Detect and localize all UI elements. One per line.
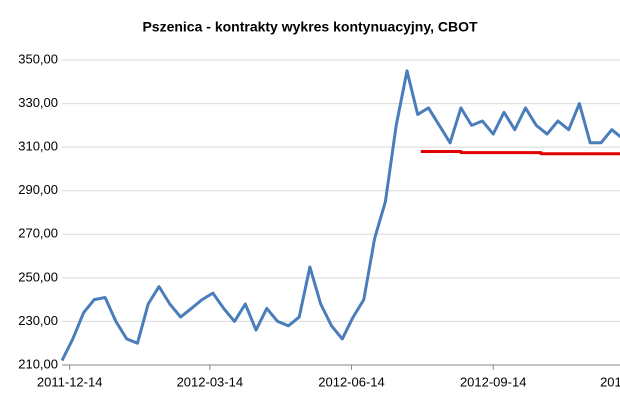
x-tick-label: 2011-12-14 (37, 374, 103, 389)
y-tick-label: 210,00 (18, 356, 58, 371)
y-tick-label: 310,00 (18, 139, 58, 154)
y-tick-label: 290,00 (18, 182, 58, 197)
x-tick-label: 2012-12-14 (600, 374, 620, 389)
x-tick-label: 2012-03-14 (177, 374, 244, 389)
y-tick-label: 230,00 (18, 313, 58, 328)
y-tick-label: 350,00 (18, 51, 58, 66)
x-tick-label: 2012-09-14 (460, 374, 527, 389)
y-tick-label: 270,00 (18, 226, 58, 241)
y-tick-label: 250,00 (18, 269, 58, 284)
chart-title: Pszenica - kontrakty wykres kontynuacyjn… (142, 19, 478, 35)
x-tick-label: 2012-06-14 (318, 374, 385, 389)
y-tick-label: 330,00 (18, 95, 58, 110)
line-series (420, 150, 620, 156)
line-series (60, 69, 620, 362)
